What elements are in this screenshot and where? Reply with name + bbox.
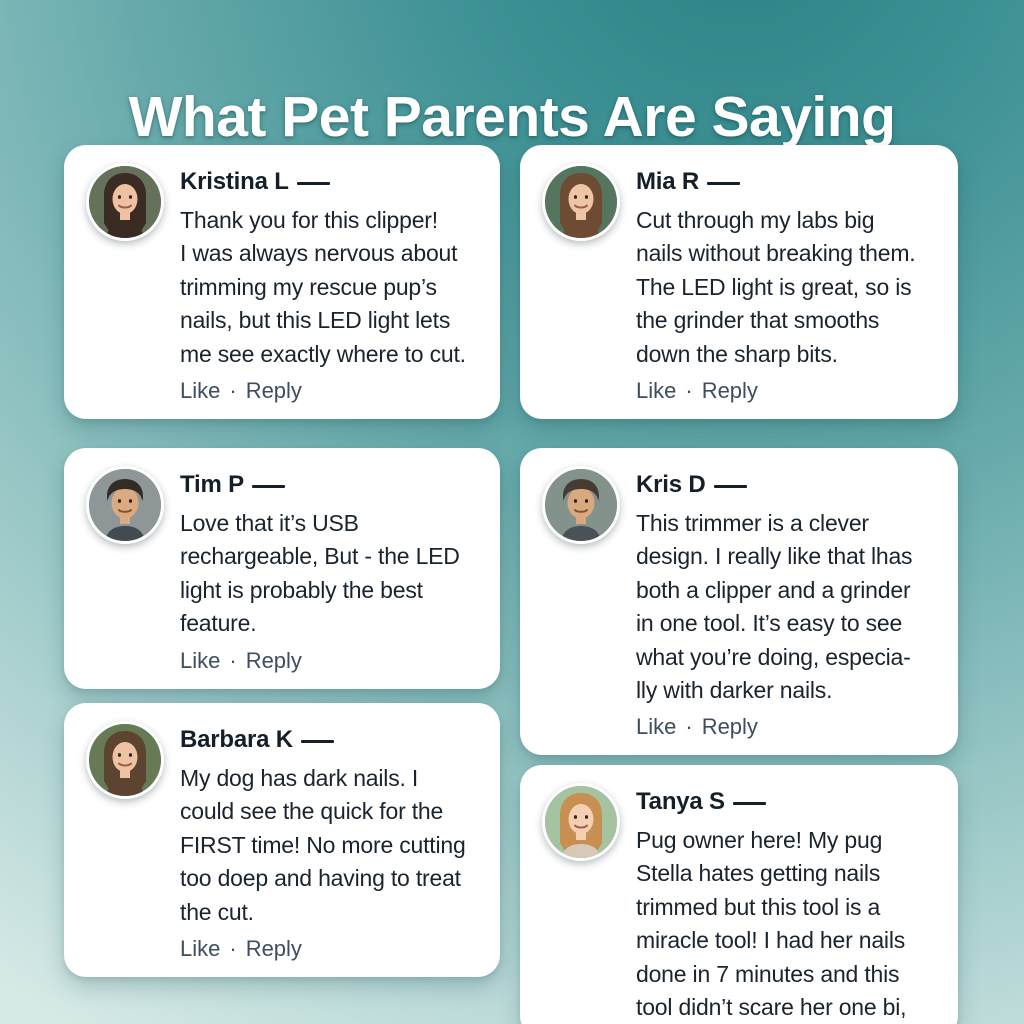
name-dash (732, 801, 766, 805)
reply-button[interactable]: Reply (701, 378, 758, 404)
avatar (542, 163, 620, 241)
review-text: Cut through my labs big nails without br… (636, 207, 916, 367)
like-button[interactable]: Like (180, 647, 221, 673)
actions-row: Like · Reply (180, 377, 480, 405)
avatar (542, 783, 620, 861)
reviewer-name: Mia R (636, 168, 700, 195)
actions-row: Like · Reply (636, 713, 938, 741)
avatar-illustration (545, 166, 617, 238)
name-row: Kris D (636, 470, 938, 499)
reviewer-name: Barbara K (180, 726, 293, 753)
card-body: Mia R Cut through my labs big nails with… (636, 163, 938, 405)
name-row: Tanya S (636, 787, 938, 816)
review-text: My dog has dark nails. I could see the q… (180, 765, 466, 925)
name-row: Barbara K (180, 725, 480, 754)
testimonial-card: Kristina L Thank you for this clipper! I… (64, 145, 500, 420)
avatar (542, 466, 620, 544)
name-dash (251, 484, 285, 488)
reviewer-name: Kristina L (180, 168, 289, 195)
avatar-illustration (545, 786, 617, 858)
actions-row: Like · Reply (180, 935, 480, 963)
testimonial-card: Kris D This trimmer is a clever design. … (520, 448, 958, 756)
reviewer-name: Tanya S (636, 788, 725, 815)
reviewer-name: Kris D (636, 471, 706, 498)
name-dash (713, 484, 747, 488)
review-text: Thank you for this clipper! I was always… (180, 207, 466, 367)
like-button[interactable]: Like (180, 378, 221, 404)
action-separator: · (685, 714, 693, 740)
like-button[interactable]: Like (180, 936, 221, 962)
reviewer-name: Tim P (180, 471, 244, 498)
testimonial-card: Barbara K My dog has dark nails. I could… (64, 703, 500, 978)
action-separator: · (685, 378, 693, 404)
review-text: This trimmer is a clever design. I reall… (636, 510, 913, 704)
reply-button[interactable]: Reply (245, 378, 302, 404)
name-row: Kristina L (180, 167, 480, 196)
card-body: Tim P Love that it’s USB rechargeable, B… (180, 466, 480, 675)
name-dash (300, 739, 334, 743)
page-title: What Pet Parents Are Saying (128, 85, 896, 150)
reply-button[interactable]: Reply (245, 647, 302, 673)
name-row: Mia R (636, 167, 938, 196)
avatar (86, 466, 164, 544)
review-text: Pug owner here! My pug Stella hates gett… (636, 827, 907, 1021)
card-body: Kristina L Thank you for this clipper! I… (180, 163, 480, 405)
avatar-illustration (89, 469, 161, 541)
avatar-illustration (89, 724, 161, 796)
review-text: Love that it’s USB rechargeable, But - t… (180, 510, 460, 637)
testimonial-card: Mia R Cut through my labs big nails with… (520, 145, 958, 420)
card-body: Tanya S Pug owner here! My pug Stella ha… (636, 783, 938, 1024)
name-dash (707, 181, 741, 185)
testimonial-card: Tanya S Pug owner here! My pug Stella ha… (520, 765, 958, 1024)
avatar-illustration (89, 166, 161, 238)
avatar-illustration (545, 469, 617, 541)
testimonial-card: Tim P Love that it’s USB rechargeable, B… (64, 448, 500, 689)
name-dash (296, 181, 330, 185)
action-separator: · (229, 936, 237, 962)
card-body: Barbara K My dog has dark nails. I could… (180, 721, 480, 963)
avatar (86, 721, 164, 799)
action-separator: · (229, 378, 237, 404)
like-button[interactable]: Like (636, 714, 677, 740)
like-button[interactable]: Like (636, 378, 677, 404)
name-row: Tim P (180, 470, 480, 499)
actions-row: Like · Reply (636, 377, 938, 405)
reply-button[interactable]: Reply (701, 714, 758, 740)
actions-row: Like · Reply (180, 647, 480, 675)
action-separator: · (229, 647, 237, 673)
reply-button[interactable]: Reply (245, 936, 302, 962)
avatar (86, 163, 164, 241)
card-body: Kris D This trimmer is a clever design. … (636, 466, 938, 741)
